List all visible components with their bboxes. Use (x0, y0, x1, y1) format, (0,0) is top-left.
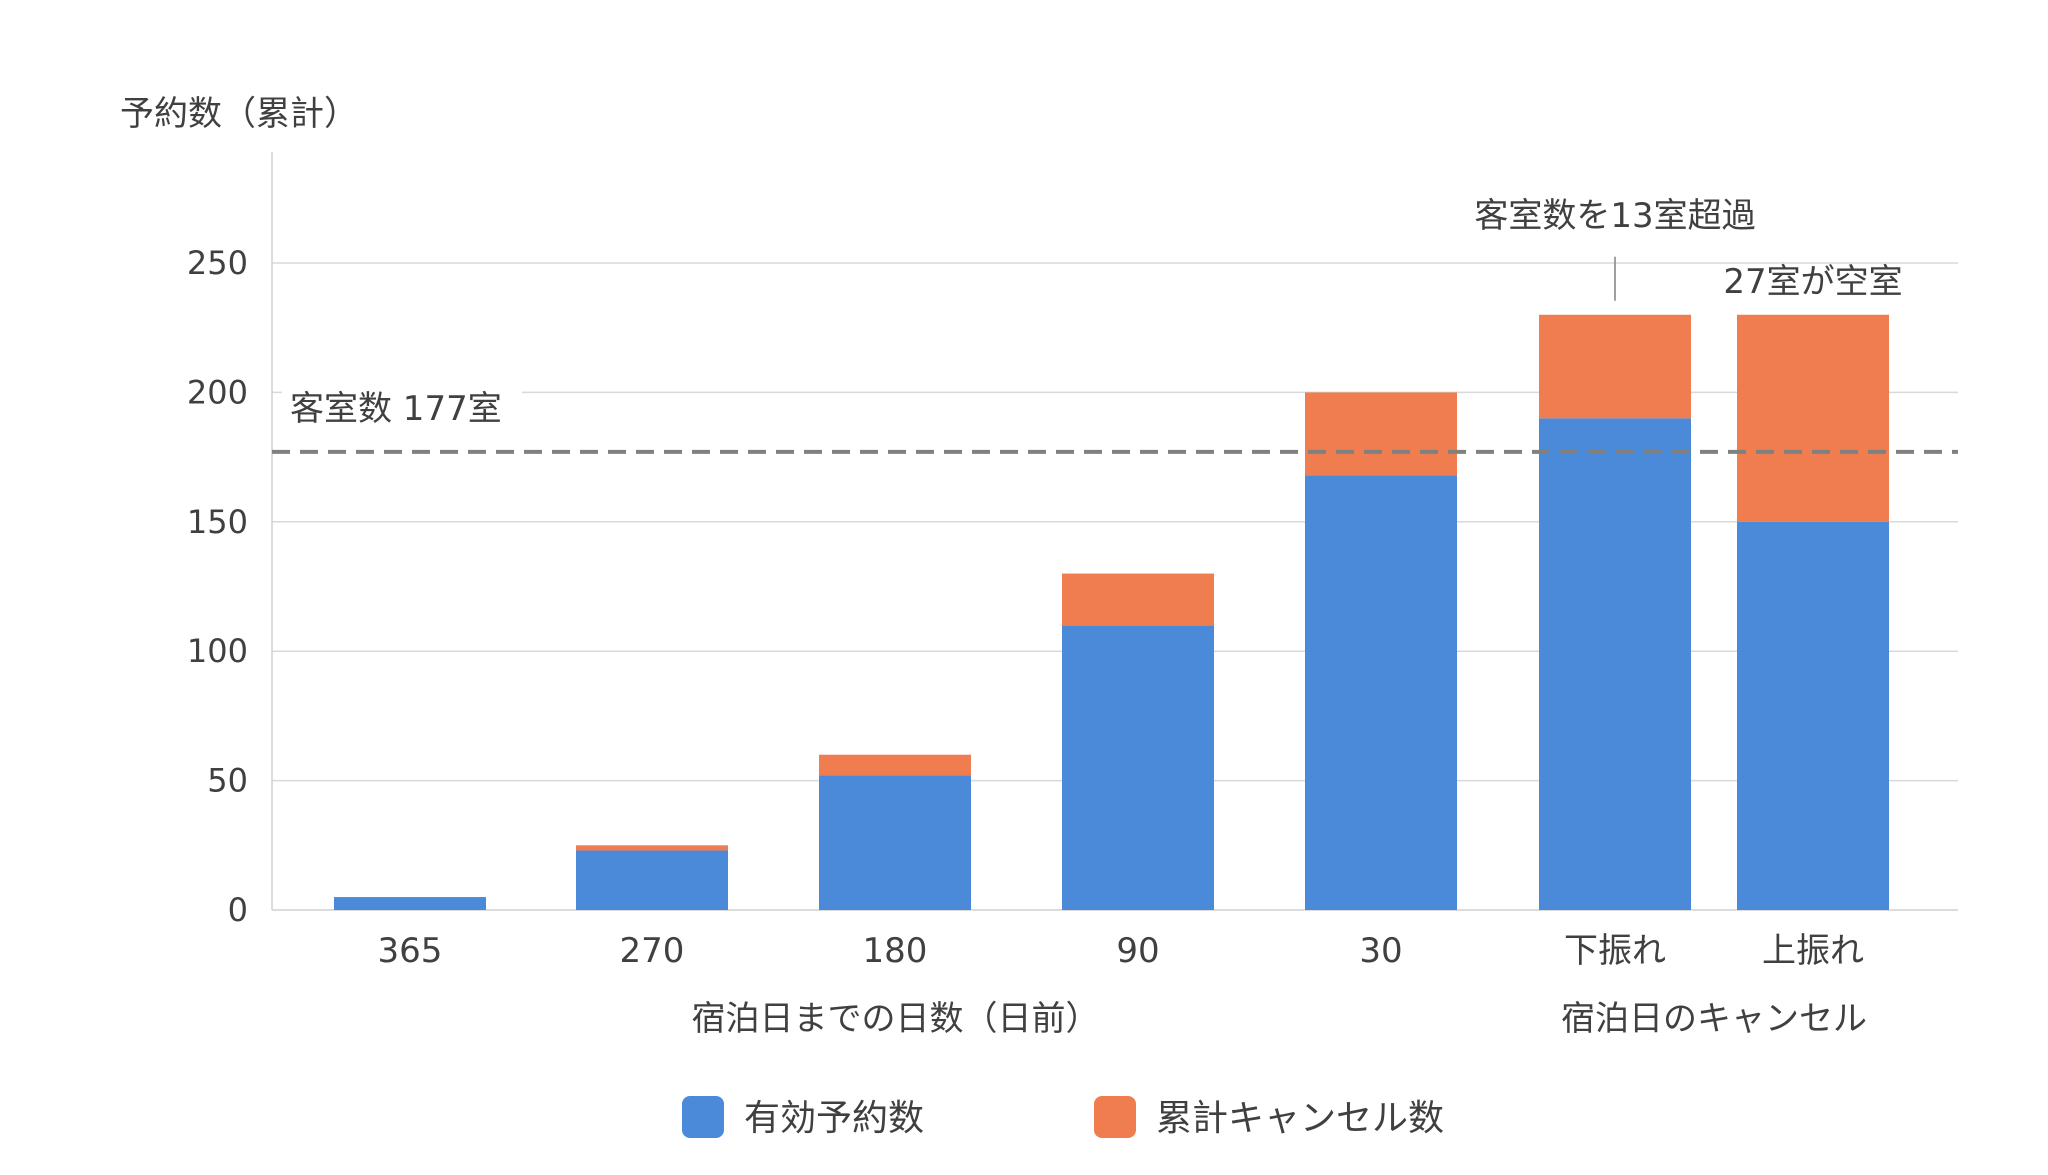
bar-cumulative-cancellations (1305, 392, 1457, 476)
bar-valid-bookings (334, 897, 486, 910)
y-tick-label: 200 (187, 373, 248, 411)
legend: 有効予約数 累計キャンセル数 (682, 1096, 1444, 1139)
y-tick-label: 150 (187, 503, 248, 541)
y-tick-label: 50 (207, 762, 248, 800)
annotation-label: 27室が空室 (1723, 262, 1902, 302)
bar-cumulative-cancellations (576, 845, 728, 851)
y-tick-label: 0 (228, 891, 248, 929)
legend-label: 累計キャンセル数 (1156, 1098, 1444, 1139)
bar-cumulative-cancellations (819, 754, 971, 776)
x-axis-group-labels: 宿泊日までの日数（日前） 宿泊日のキャンセル (692, 999, 1868, 1039)
bar-valid-bookings (1539, 418, 1691, 910)
bar-valid-bookings (819, 775, 971, 910)
capacity-label: 客室数 177室 (290, 389, 502, 429)
x-tick-label: 上振れ (1762, 931, 1864, 971)
x-axis-group-label: 宿泊日のキャンセル (1561, 999, 1867, 1039)
bar-cumulative-cancellations (1737, 314, 1889, 522)
bar-cumulative-cancellations (1062, 573, 1214, 626)
reference-line: 客室数 177室 (272, 379, 1958, 454)
gridlines (271, 152, 1958, 911)
x-tick-label: 下振れ (1564, 931, 1666, 971)
x-axis-group-label: 宿泊日までの日数（日前） (692, 999, 1100, 1039)
x-tick-label: 270 (620, 931, 685, 971)
bar-cumulative-cancellations (1539, 314, 1691, 419)
bar-series (334, 314, 1889, 910)
bar-valid-bookings (1737, 521, 1889, 910)
x-axis-ticks: 365 270 180 90 30 下振れ 上振れ (378, 931, 1864, 971)
x-tick-label: 365 (378, 931, 443, 971)
y-axis-ticks: 0 50 100 150 200 250 (187, 244, 248, 929)
x-tick-label: 90 (1116, 931, 1159, 971)
y-tick-label: 100 (187, 632, 248, 670)
legend-label: 有効予約数 (744, 1098, 924, 1139)
y-tick-label: 250 (187, 244, 248, 282)
annotations: 客室数を13室超過 27室が空室 (1474, 196, 1902, 302)
bar-valid-bookings (1062, 625, 1214, 910)
annotation-label: 客室数を13室超過 (1474, 196, 1755, 236)
legend-swatch (1094, 1096, 1136, 1138)
bar-valid-bookings (1305, 475, 1457, 910)
capacity-label-bg (282, 379, 522, 434)
legend-swatch (682, 1096, 724, 1138)
bar-valid-bookings (576, 850, 728, 910)
x-tick-label: 180 (863, 931, 928, 971)
x-tick-label: 30 (1359, 931, 1402, 971)
y-axis-title: 予約数（累計） (120, 94, 358, 134)
